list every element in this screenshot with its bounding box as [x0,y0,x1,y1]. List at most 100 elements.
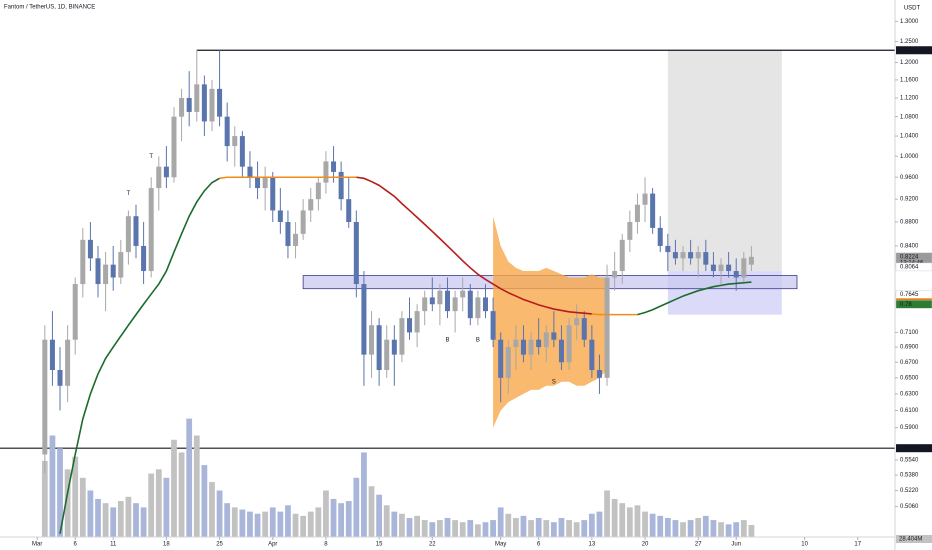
volume-bar [664,517,671,537]
y-tick-label: 0.5060 [900,504,919,510]
candle-body [285,222,291,246]
candle-body [361,284,367,355]
volume-bar [57,448,63,537]
candle-body [57,369,63,386]
candle-body [353,222,359,285]
price-tag [895,262,932,272]
candle-body [422,297,428,312]
candle-body [536,339,542,348]
candle-body [125,216,131,253]
volume-bar [383,505,390,537]
volume-bar [155,469,162,537]
volume-bar [353,477,360,537]
candle-body [414,311,420,333]
candle-body [505,347,511,378]
candle-body [513,339,519,348]
volume-bar [634,505,641,537]
volume-bar [79,477,86,537]
volume-bar [117,501,124,537]
candle-body [437,290,443,305]
volume-bar [626,507,633,537]
candle-body [634,204,640,223]
volume-bar [680,522,686,537]
volume-bar [718,522,724,537]
y-tick-label: 1.3000 [900,19,919,25]
y-tick-label: 1.1200 [900,96,919,102]
volume-bar [421,520,428,537]
volume-bar [740,520,747,537]
volume-bar [330,498,337,537]
x-tick-label: 15 [376,542,383,548]
volume-bar [277,511,284,537]
candle-body [346,199,352,223]
volume-bar [444,517,451,537]
candle-body [444,290,451,312]
volume-label: 28.404M [899,537,922,543]
volume-bar [193,435,200,537]
x-tick-label: 6 [537,542,541,548]
candle-body [604,277,610,378]
candle-body [429,297,435,305]
candle-body [566,325,572,363]
volume-bar [307,511,314,537]
candle-body [703,252,709,265]
y-tick-label: 1.2500 [900,39,919,45]
candle-body [574,318,580,326]
volume-bar [596,511,603,537]
y-tick-label: 1.0800 [900,114,919,120]
volume-bar [543,520,550,537]
x-tick-label: 13 [589,542,596,548]
volume-bar [300,515,307,537]
x-tick-label: 11 [110,542,117,548]
volume-bar [748,524,755,537]
candle-body [467,290,473,319]
volume-bar [695,517,702,537]
candle-body [528,339,534,355]
moving-average [591,313,638,316]
price-tag-label: 0.8224 [900,254,919,260]
candle-body [376,325,382,370]
volume-bar [733,522,740,537]
candle-body [110,264,116,278]
volume-bar [475,524,481,537]
x-tick-label: May [495,542,506,548]
y-tick-label: 0.9600 [900,175,919,181]
volume-bar [642,511,648,537]
candle-body [65,339,71,386]
level-tag [896,46,932,55]
candle-body [323,161,329,183]
signal-label: S [552,379,556,385]
candle-body [558,339,564,363]
candle-body [141,245,147,272]
volume-bar [254,513,261,537]
chart-title: Fantom / TetherUS, 1D, BINANCE [4,5,95,11]
candle-body [201,84,207,122]
candle-body [247,166,253,178]
signal-label: B [445,337,449,343]
candle-body [80,239,86,285]
y-tick-label: 0.6100 [900,408,919,414]
volume-bar [102,503,109,537]
candle-body [255,177,261,189]
x-tick-label: 8 [324,542,328,548]
volume-bar [148,473,155,537]
volume-bar [459,522,466,537]
volume-bar [224,503,231,537]
volume-bar [437,520,443,537]
volume-bar [452,520,458,537]
level-label: 1.2289 [900,48,919,54]
candle-body [87,239,93,259]
candle-body [399,318,405,355]
volume-bar [467,520,474,537]
candle-body [589,339,595,370]
candle-body [262,177,268,189]
volume-bar [201,465,208,537]
candle-body [619,239,625,272]
candle-body [710,264,716,272]
y-tick-label: 0.5900 [900,425,919,431]
volume-bar [315,507,322,537]
signal-label: B [476,337,480,343]
candle-body [179,97,185,117]
y-tick-label: 0.6500 [900,375,919,381]
candle-body [148,188,154,272]
